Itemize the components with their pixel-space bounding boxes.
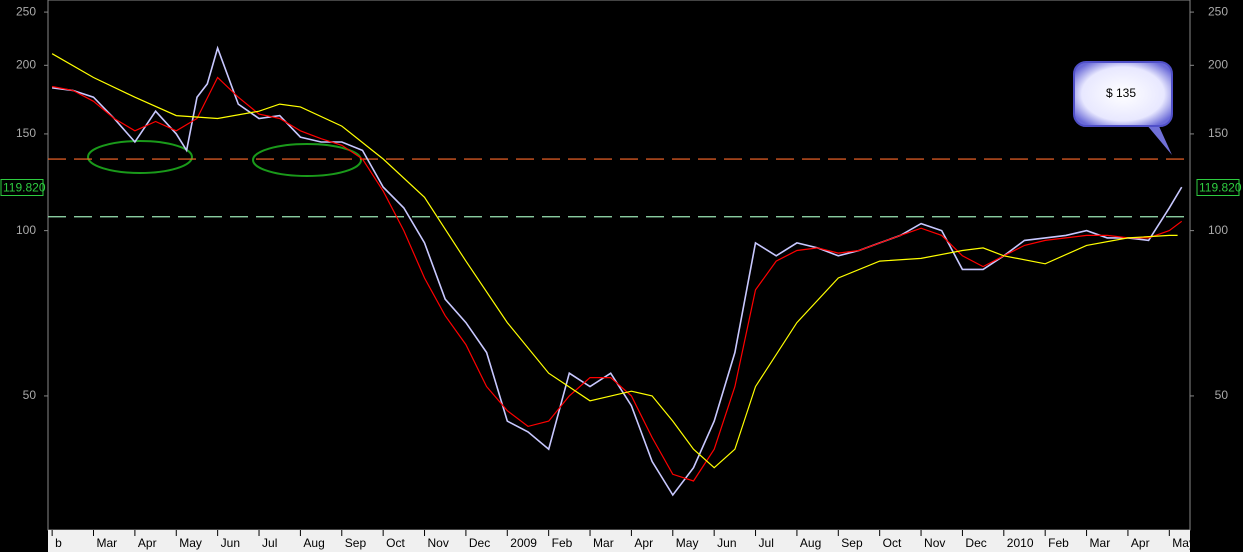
x-tick-label: Nov: [924, 536, 945, 550]
y-tick-label: 100: [1208, 223, 1228, 237]
callout-pointer: [1146, 124, 1172, 155]
x-tick-label: Nov: [428, 536, 449, 550]
x-tick-label: Dec: [965, 536, 986, 550]
x-tick-label: 2010: [1007, 536, 1034, 550]
x-tick-label: Apr: [1131, 536, 1150, 550]
y-tick-label: 250: [1208, 4, 1228, 18]
x-tick-label: Mar: [593, 536, 614, 550]
x-tick-label: Mar: [97, 536, 118, 550]
x-tick-label: 2009: [510, 536, 537, 550]
y-tick-label: 200: [1208, 57, 1228, 71]
y-tick-label: 50: [23, 388, 37, 402]
x-tick-label: Apr: [634, 536, 653, 550]
x-tick-label: Sep: [345, 536, 367, 550]
x-tick-label: Jul: [262, 536, 277, 550]
y-tick-label: 200: [16, 57, 36, 71]
x-tick-label: Sep: [841, 536, 863, 550]
x-tick-label: Dec: [469, 536, 490, 550]
series-line: [52, 45, 1183, 497]
y-tick-label: 50: [1215, 388, 1229, 402]
y-tick-label: 250: [16, 4, 36, 18]
y-tick-label: 150: [1208, 126, 1228, 140]
last-price-box: [1196, 178, 1240, 196]
y-tick-label: 150: [16, 126, 36, 140]
x-tick-label: May: [1172, 536, 1195, 550]
series-line: [51, 53, 1178, 469]
x-axis-band: [48, 530, 1190, 552]
x-tick-label: Feb: [552, 536, 573, 550]
x-tick-label: Oct: [386, 536, 405, 550]
x-tick-label: Aug: [303, 536, 324, 550]
x-tick-label: May: [179, 536, 202, 550]
annotation-ellipse: [87, 140, 193, 174]
callout: $ 135: [1073, 61, 1173, 155]
x-tick-label: Jun: [717, 536, 736, 550]
annotation-ellipse: [252, 143, 362, 177]
x-tick-label: Jul: [759, 536, 774, 550]
x-tick-label: Aug: [800, 536, 821, 550]
x-tick-label: Oct: [883, 536, 902, 550]
x-tick-label: Mar: [1090, 536, 1111, 550]
series-line: [51, 76, 1183, 482]
x-tick-label: Apr: [138, 536, 157, 550]
last-price-label: 119.820: [3, 181, 46, 195]
x-tick-label: May: [676, 536, 699, 550]
x-tick-label: Jun: [221, 536, 240, 550]
x-tick-label: Feb: [1048, 536, 1069, 550]
last-price-label: 119.820: [1199, 181, 1242, 195]
y-tick-label: 100: [16, 223, 36, 237]
callout-text: $ 135: [1106, 86, 1136, 100]
callout-box: [1073, 61, 1173, 127]
last-price-box: [0, 178, 44, 196]
x-tick-label: b: [55, 536, 62, 550]
